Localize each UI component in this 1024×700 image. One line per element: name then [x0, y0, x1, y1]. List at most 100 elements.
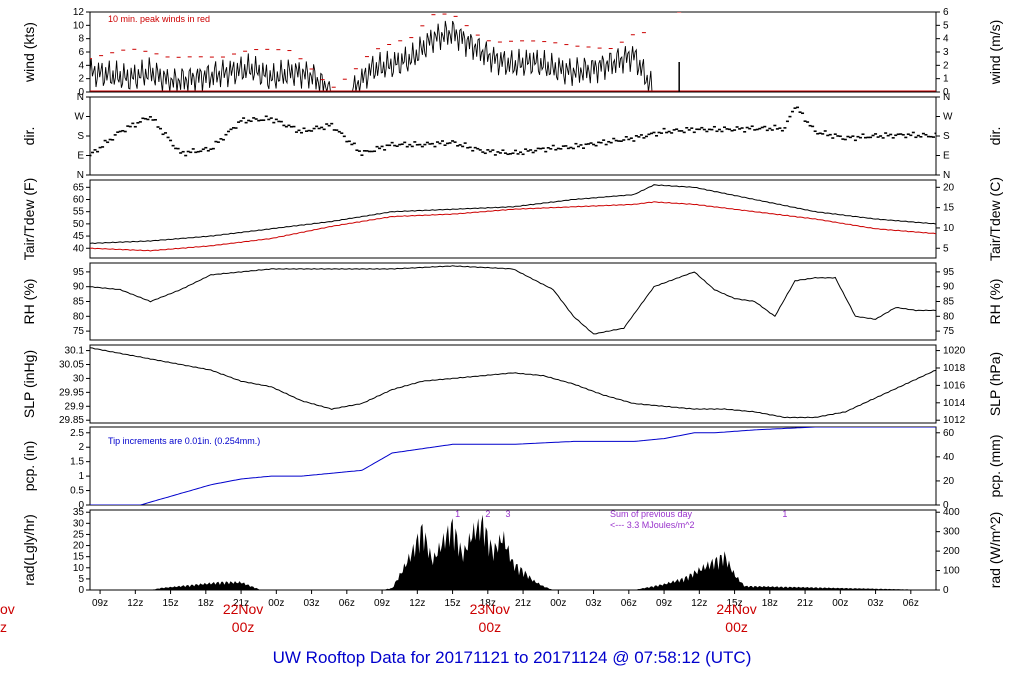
direction-point — [143, 117, 147, 120]
direction-point — [451, 140, 455, 142]
direction-point — [871, 134, 875, 137]
y-axis-label-right: RH (%) — [987, 279, 1003, 325]
direction-point — [242, 117, 246, 119]
direction-point — [544, 150, 548, 153]
direction-point — [350, 143, 354, 146]
direction-point — [501, 149, 505, 152]
y-tick-label-right: 15 — [943, 203, 955, 214]
direction-point — [169, 139, 173, 142]
radiation-peak-marker: 1 — [455, 509, 460, 519]
y-tick-label-left: 55 — [73, 207, 85, 218]
x-tick-label: 18z — [198, 598, 214, 609]
direction-point — [682, 131, 686, 134]
direction-point — [146, 118, 150, 121]
direction-point — [496, 151, 500, 153]
direction-point — [519, 151, 523, 154]
direction-point — [461, 145, 465, 148]
direction-point — [730, 129, 734, 132]
direction-point — [707, 128, 711, 131]
direction-point — [413, 141, 417, 143]
y-tick-label-left: 29.95 — [59, 387, 84, 398]
direction-point — [269, 117, 273, 119]
direction-point — [176, 147, 180, 150]
direction-point — [806, 121, 810, 123]
direction-point — [390, 141, 394, 144]
direction-point — [821, 133, 825, 135]
direction-point — [249, 120, 253, 123]
direction-point — [536, 147, 540, 150]
direction-point — [91, 151, 95, 154]
direction-point — [728, 128, 732, 131]
radiation-peak-marker: 2 — [485, 509, 490, 519]
direction-point — [780, 129, 784, 132]
x-tick-label: 12z — [691, 598, 707, 609]
y-tick-label-left: 85 — [73, 297, 85, 308]
direction-point — [677, 130, 681, 132]
day-label-fragment-date: ov — [0, 601, 15, 617]
direction-point — [692, 131, 696, 134]
direction-point — [879, 135, 883, 137]
direction-point — [98, 146, 102, 149]
direction-point — [433, 145, 437, 148]
y-tick-label-left: 0 — [78, 585, 84, 596]
direction-point — [153, 119, 157, 121]
direction-point — [851, 135, 855, 137]
y-axis-label-right: rad (W/m^2) — [987, 512, 1003, 589]
direction-point — [438, 142, 442, 145]
direction-point — [141, 117, 145, 120]
y-tick-label-left: 30.05 — [59, 360, 84, 371]
direction-point — [435, 141, 439, 143]
direction-point — [312, 127, 316, 130]
y-tick-label-left: 5 — [78, 574, 84, 585]
direction-point — [652, 131, 656, 134]
direction-point — [287, 124, 291, 127]
direction-point — [680, 130, 684, 132]
direction-point — [896, 133, 900, 136]
direction-point — [629, 137, 633, 139]
direction-point — [340, 132, 344, 134]
y-tick-label-right: 75 — [943, 326, 955, 337]
direction-point — [765, 129, 769, 132]
direction-point — [174, 147, 178, 150]
y-tick-label-left: 4 — [78, 60, 84, 71]
direction-point — [723, 126, 726, 129]
y-tick-label-left: 60 — [73, 195, 85, 206]
direction-point — [136, 122, 140, 124]
direction-point — [189, 151, 193, 154]
direction-point — [108, 138, 112, 141]
x-tick-label: 03z — [304, 598, 320, 609]
direction-point — [541, 147, 545, 150]
direction-point — [226, 130, 230, 133]
panel-annotation-2: <--- 3.3 MJoules/m^2 — [610, 520, 695, 530]
direction-point — [700, 126, 704, 129]
y-tick-label-left: 40 — [73, 243, 85, 254]
x-tick-label: 21z — [233, 598, 249, 609]
day-label-date: 22Nov — [223, 601, 263, 617]
direction-point — [315, 125, 319, 128]
direction-point — [199, 150, 203, 153]
direction-point — [831, 137, 835, 139]
y-tick-label-left: 10 — [73, 563, 85, 574]
direction-point — [463, 142, 467, 144]
direction-point — [272, 121, 276, 124]
direction-point — [705, 130, 709, 133]
y-tick-label-left: 35 — [73, 507, 85, 518]
direction-point — [843, 138, 847, 141]
direction-point — [277, 120, 281, 123]
direction-point — [151, 119, 155, 121]
y-tick-label-right: 1012 — [943, 415, 966, 426]
direction-point — [934, 132, 936, 135]
day-label-date: 23Nov — [470, 601, 510, 617]
direction-point — [783, 127, 787, 129]
direction-point — [609, 141, 613, 144]
y-tick-label-left: 0 — [78, 500, 84, 511]
direction-point — [881, 137, 885, 139]
series-line-wind — [90, 20, 935, 92]
direction-point — [420, 145, 424, 148]
x-tick-label: 12z — [409, 598, 425, 609]
x-tick-label: 09z — [374, 598, 390, 609]
panel-frame — [89, 96, 937, 176]
y-tick-label-right: 1020 — [943, 346, 966, 357]
direction-point — [342, 135, 346, 138]
direction-point — [360, 154, 364, 156]
